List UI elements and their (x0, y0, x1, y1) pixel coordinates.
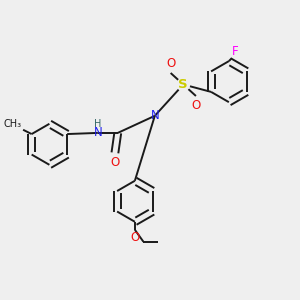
Text: CH₃: CH₃ (4, 118, 22, 129)
Text: H: H (94, 118, 101, 129)
Text: O: O (191, 99, 201, 112)
Text: N: N (150, 109, 159, 122)
Text: O: O (166, 57, 175, 70)
Text: O: O (130, 232, 140, 244)
Text: N: N (94, 126, 102, 140)
Text: F: F (232, 45, 238, 58)
Circle shape (177, 78, 190, 91)
Text: O: O (110, 156, 119, 169)
Text: S: S (178, 78, 188, 91)
